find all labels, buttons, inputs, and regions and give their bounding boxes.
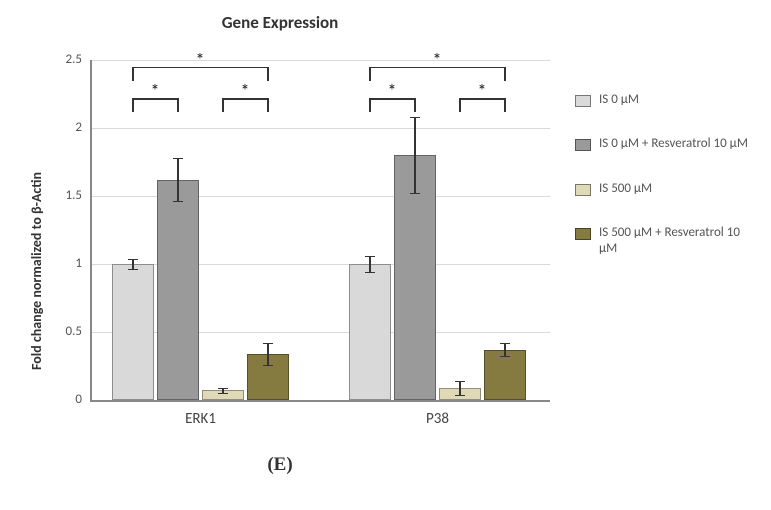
sig-bracket-drop <box>459 98 461 112</box>
y-axis <box>90 60 92 400</box>
legend-item: IS 500 μM <box>575 181 755 197</box>
legend-swatch <box>575 139 591 151</box>
sig-bracket-drop <box>267 98 269 112</box>
sig-bracket-drop <box>222 98 224 112</box>
sig-bracket-drop <box>369 98 371 112</box>
error-cap <box>128 259 138 260</box>
legend-label: IS 500 μM <box>599 181 652 197</box>
sig-star: * <box>388 80 397 102</box>
x-axis <box>90 400 550 402</box>
error-cap <box>455 395 465 396</box>
error-cap <box>410 193 420 194</box>
error-cap <box>218 388 228 389</box>
y-tick-label: 0 <box>42 392 82 407</box>
sig-bracket-drop <box>177 98 179 112</box>
chart-title: Gene Expression <box>0 12 560 33</box>
y-tick-label: 2 <box>42 120 82 135</box>
legend-swatch <box>575 95 591 107</box>
sig-bracket-drop <box>267 67 269 81</box>
error-cap <box>173 201 183 202</box>
error-cap <box>365 272 375 273</box>
sig-bracket-drop <box>414 98 416 112</box>
sig-star: * <box>478 80 487 102</box>
x-tick-label: P38 <box>349 410 526 428</box>
plot-area: 00.511.522.5ERK1P38****** <box>90 60 550 400</box>
sig-bracket-drop <box>504 98 506 112</box>
error-bar <box>414 117 416 193</box>
legend-swatch <box>575 228 591 240</box>
sig-star: * <box>151 80 160 102</box>
sig-star: * <box>433 49 442 71</box>
y-tick-label: 1.5 <box>42 188 82 203</box>
bar <box>349 264 391 400</box>
sig-bracket-drop <box>132 98 134 112</box>
legend: IS 0 μM IS 0 μM + Resveratrol 10 μM IS 500… <box>575 92 755 285</box>
error-cap <box>218 393 228 394</box>
error-cap <box>263 365 273 366</box>
x-tick-label: ERK1 <box>112 410 289 428</box>
legend-label: IS 0 μM + Resveratrol 10 μM <box>599 136 748 152</box>
y-tick-label: 0.5 <box>42 324 82 339</box>
bar <box>112 264 154 400</box>
legend-item: IS 0 μM + Resveratrol 10 μM <box>575 136 755 152</box>
error-cap <box>128 269 138 270</box>
legend-item: IS 500 μM + Resveratrol 10 μM <box>575 225 755 258</box>
error-cap <box>263 343 273 344</box>
error-bar <box>267 343 269 365</box>
y-tick-label: 1 <box>42 256 82 271</box>
error-cap <box>455 381 465 382</box>
panel-label: (E) <box>0 454 560 476</box>
error-bar <box>504 343 506 357</box>
error-cap <box>500 356 510 357</box>
error-cap <box>500 343 510 344</box>
sig-star: * <box>241 80 250 102</box>
gridline <box>90 128 550 129</box>
error-bar <box>132 259 134 270</box>
bar <box>157 180 199 400</box>
gridline <box>90 60 550 61</box>
error-bar <box>177 158 179 202</box>
sig-bracket-drop <box>132 67 134 81</box>
sig-bracket-drop <box>504 67 506 81</box>
legend-item: IS 0 μM <box>575 92 755 108</box>
y-tick-label: 2.5 <box>42 52 82 67</box>
legend-label: IS 500 μM + Resveratrol 10 μM <box>599 225 755 258</box>
error-bar <box>459 381 461 395</box>
sig-star: * <box>196 49 205 71</box>
error-cap <box>410 117 420 118</box>
error-cap <box>173 158 183 159</box>
sig-bracket-drop <box>369 67 371 81</box>
legend-label: IS 0 μM <box>599 92 639 108</box>
chart-frame: Gene Expression Fold change normalized t… <box>0 0 771 510</box>
error-bar <box>369 256 371 272</box>
legend-swatch <box>575 184 591 196</box>
error-cap <box>365 256 375 257</box>
